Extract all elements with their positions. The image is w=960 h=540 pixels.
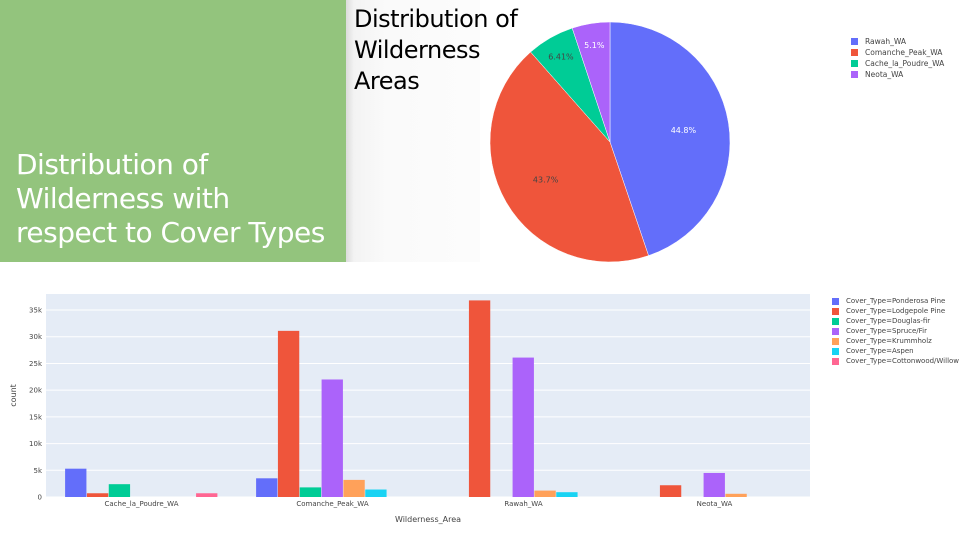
bar-legend-item-cottonwood-willow[interactable]: Cover_Type=Cottonwood/Willow	[832, 356, 959, 366]
bar-cache-la-poudre-wa-ponderosa-pine[interactable]	[65, 468, 87, 497]
y-tick-label: 35k	[29, 307, 43, 315]
legend-label: Cover_Type=Krummholz	[846, 337, 932, 345]
bar-legend-item-spruce-fir[interactable]: Cover_Type=Spruce/Fir	[832, 326, 959, 336]
x-tick-label: Cache_la_Poudre_WA	[105, 500, 179, 508]
pie-legend-item-neota-wa[interactable]: Neota_WA	[851, 69, 944, 80]
legend-swatch	[851, 60, 858, 67]
legend-label: Neota_WA	[865, 70, 904, 79]
pie-title-backdrop	[346, 0, 480, 262]
bar-neota-wa-lodgepole-pine[interactable]	[659, 485, 682, 497]
legend-label: Cover_Type=Aspen	[846, 347, 914, 355]
legend-swatch	[832, 337, 839, 345]
legend-swatch	[832, 327, 839, 335]
legend-label: Rawah_WA	[865, 37, 907, 46]
pie-legend[interactable]: Rawah_WA Comanche_Peak_WA Cache_la_Poudre_…	[851, 36, 944, 80]
bar-rawah-wa-lodgepole-pine[interactable]	[468, 300, 491, 497]
bar-legend-item-aspen[interactable]: Cover_Type=Aspen	[832, 346, 959, 356]
bar-comanche-peak-wa-spruce-fir[interactable]	[321, 379, 343, 497]
legend-label: Cover_Type=Cottonwood/Willow	[846, 357, 960, 365]
x-tick-label: Rawah_WA	[504, 500, 542, 508]
pie-legend-item-cache-la-poudre-wa[interactable]: Cache_la_Poudre_WA	[851, 58, 944, 69]
y-tick-label: 25k	[29, 360, 43, 368]
bar-legend-item-krummholz[interactable]: Cover_Type=Krummholz	[832, 336, 959, 346]
legend-swatch	[832, 347, 839, 355]
legend-swatch	[832, 357, 839, 365]
pie-value-label: 6.41%	[548, 53, 574, 62]
y-tick-label: 10k	[29, 440, 43, 448]
bar-neota-wa-krummholz[interactable]	[725, 493, 747, 497]
legend-swatch	[832, 307, 839, 315]
pie-slice-comanche-peak-wa[interactable]	[489, 51, 649, 262]
bar-plot-area	[46, 294, 810, 497]
x-axis-title: Wilderness_Area	[395, 515, 461, 524]
pie-value-label: 5.1%	[584, 41, 605, 50]
slide-title: Distribution of Wilderness with respect …	[16, 148, 325, 249]
legend-swatch	[851, 38, 858, 45]
pie-legend-item-comanche-peak-wa[interactable]: Comanche_Peak_WA	[851, 47, 944, 58]
pie-legend-item-rawah-wa[interactable]: Rawah_WA	[851, 36, 944, 47]
bar-comanche-peak-wa-lodgepole-pine[interactable]	[277, 330, 300, 497]
legend-label: Cover_Type=Ponderosa Pine	[846, 297, 946, 305]
bar-comanche-peak-wa-douglas-fir[interactable]	[299, 487, 322, 497]
bar-rawah-wa-aspen[interactable]	[556, 492, 578, 497]
bar-legend[interactable]: Cover_Type=Ponderosa Pine Cover_Type=Lodg…	[832, 296, 959, 366]
bar-comanche-peak-wa-aspen[interactable]	[365, 489, 387, 497]
bar-cache-la-poudre-wa-cottonwood-willow[interactable]	[196, 493, 218, 497]
y-tick-label: 15k	[29, 413, 43, 421]
bar-legend-item-lodgepole-pine[interactable]: Cover_Type=Lodgepole Pine	[832, 306, 959, 316]
bar-cache-la-poudre-wa-lodgepole-pine[interactable]	[86, 493, 109, 497]
legend-swatch	[832, 297, 839, 305]
pie-slice-neota-wa[interactable]	[571, 21, 611, 143]
pie-chart-title: Distribution of Wilderness Areas	[354, 5, 518, 95]
y-tick-label: 0	[38, 494, 42, 502]
bar-comanche-peak-wa-krummholz[interactable]	[343, 479, 365, 497]
legend-label: Cover_Type=Lodgepole Pine	[846, 307, 946, 315]
bar-neota-wa-spruce-fir[interactable]	[703, 472, 725, 497]
bar-chart: 0 5k 10k 15k 20k 25k 30k 35k Cache_la_Poudre_WA C…	[9, 294, 810, 524]
legend-label: Comanche_Peak_WA	[865, 48, 943, 57]
bar-comanche-peak-wa-ponderosa-pine[interactable]	[256, 478, 278, 497]
title-panel	[0, 0, 346, 262]
pie-value-label: 44.8%	[671, 126, 697, 135]
legend-swatch	[851, 71, 858, 78]
y-tick-label: 20k	[29, 387, 43, 395]
bar-rawah-wa-spruce-fir[interactable]	[512, 357, 534, 497]
bar-legend-item-ponderosa-pine[interactable]: Cover_Type=Ponderosa Pine	[832, 296, 959, 306]
pie-chart: 44.8% 43.7% 6.41% 5.1%	[489, 21, 731, 262]
pie-value-label: 43.7%	[533, 175, 559, 184]
y-tick-label: 5k	[33, 467, 42, 475]
legend-swatch	[832, 317, 839, 325]
legend-label: Cover_Type=Spruce/Fir	[846, 327, 927, 335]
y-axis-title: count	[9, 384, 18, 407]
legend-label: Cache_la_Poudre_WA	[865, 59, 945, 68]
x-tick-label: Neota_WA	[697, 500, 733, 508]
x-tick-label: Comanche_Peak_WA	[296, 500, 368, 508]
y-tick-label: 30k	[29, 333, 43, 341]
legend-swatch	[851, 49, 858, 56]
bar-legend-item-douglas-fir[interactable]: Cover_Type=Douglas-fir	[832, 316, 959, 326]
pie-slice-rawah-wa[interactable]	[609, 21, 731, 256]
bar-rawah-wa-krummholz[interactable]	[534, 490, 556, 497]
legend-label: Cover_Type=Douglas-fir	[846, 317, 931, 325]
bar-cache-la-poudre-wa-douglas-fir[interactable]	[108, 484, 131, 497]
